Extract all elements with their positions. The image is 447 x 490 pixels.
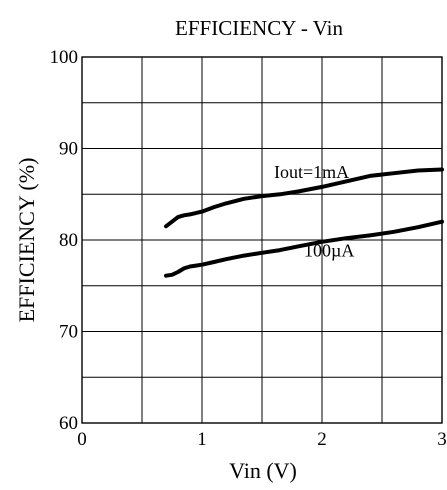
series-lines: [164, 167, 444, 278]
y-tick-label: 100: [50, 47, 79, 68]
y-tick-label: 70: [59, 322, 78, 343]
series-line-0: [164, 167, 444, 229]
chart-title: EFFICIENCY - Vin: [175, 16, 343, 40]
x-tick-label: 2: [317, 429, 327, 450]
x-tick-label: 0: [77, 429, 87, 450]
series-annotation: 100µA: [304, 240, 354, 260]
y-tick-label: 60: [59, 413, 78, 434]
y-tick-label: 80: [59, 230, 78, 251]
plot-frame: [81, 56, 443, 424]
y-axis-label: EFFICIENCY (%): [14, 158, 39, 323]
x-tick-label: 1: [197, 429, 207, 450]
x-axis-label: Vin (V): [229, 458, 297, 483]
series-line-1: [164, 219, 444, 278]
tick-labels: 0 1 2 3 60 70 80 90 100: [50, 47, 447, 450]
grid: [82, 57, 442, 423]
x-tick-label: 3: [437, 429, 447, 450]
y-tick-label: 90: [59, 139, 78, 160]
series-annotation: Iout=1mA: [274, 162, 349, 182]
annotations: Iout=1mA 100µA: [274, 162, 354, 261]
